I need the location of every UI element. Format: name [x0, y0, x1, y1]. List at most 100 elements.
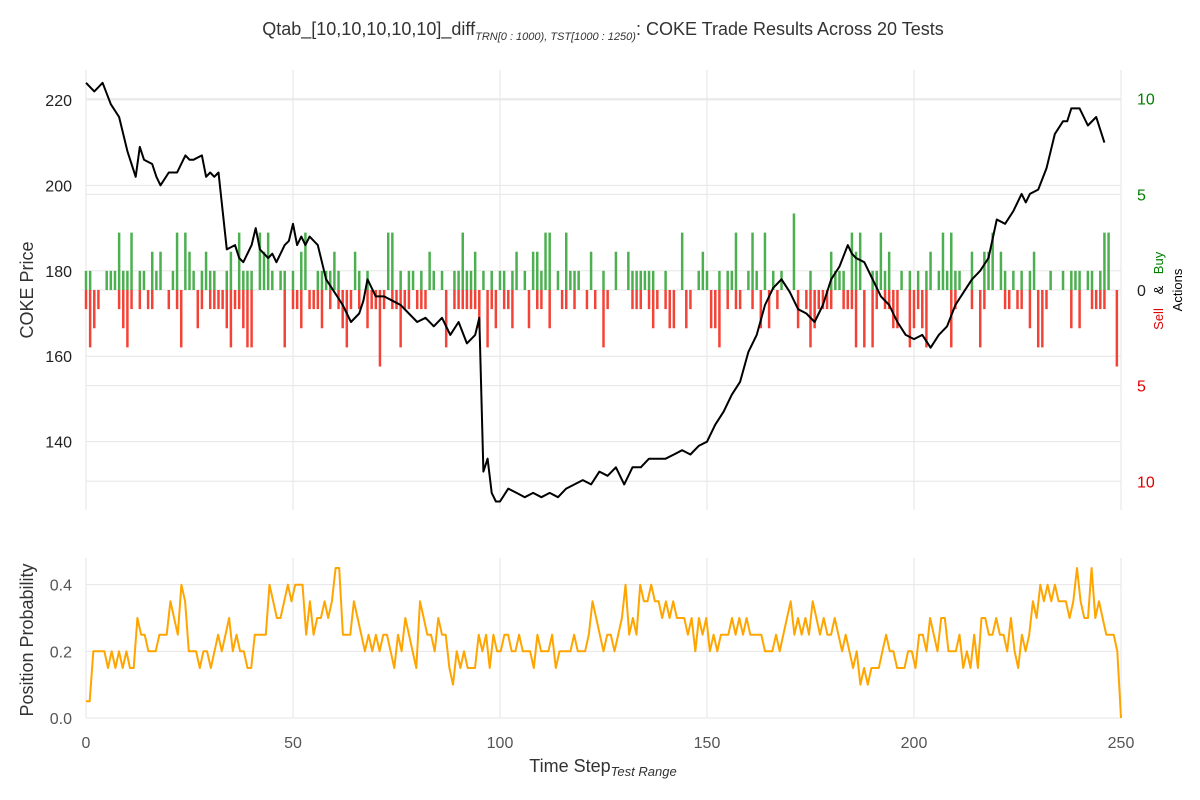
x-axis-label-main: Time Step	[529, 756, 610, 776]
buy-bar	[1099, 270, 1102, 290]
sell-bar	[246, 290, 249, 348]
sell-bar	[767, 290, 771, 329]
buy-bar	[300, 251, 303, 290]
buy-bar	[411, 270, 415, 290]
sell-bar	[242, 290, 245, 329]
buy-bar	[200, 270, 204, 290]
sell-bar	[1070, 290, 1073, 329]
buy-bar	[337, 270, 340, 290]
sell-bar	[407, 290, 411, 310]
buy-bar	[755, 270, 758, 290]
probability-grid	[85, 558, 1122, 719]
sell-bar	[444, 290, 448, 348]
actions-y-label: Actions	[1170, 268, 1185, 311]
buy-bar	[627, 251, 630, 290]
buy-bar	[391, 232, 394, 290]
buy-bar	[88, 270, 92, 290]
sell-bar	[718, 290, 721, 348]
sell-bar	[593, 290, 597, 310]
buy-bar	[523, 270, 527, 290]
buy-bar	[954, 270, 957, 290]
buy-bar	[1090, 270, 1094, 290]
sell-bar	[978, 290, 982, 348]
buy-bar	[941, 232, 945, 290]
sell-bar	[564, 290, 568, 310]
probability-y-ticks: 0.0 0.2 0.4	[50, 578, 72, 728]
sell-bar	[1115, 290, 1119, 367]
sell-bar	[138, 290, 142, 310]
sell-bar	[1103, 290, 1106, 310]
sell-bar	[689, 290, 692, 310]
sell-bar	[709, 290, 713, 329]
x-tick-label: 150	[694, 735, 721, 752]
buy-bar	[225, 270, 229, 290]
sell-bar	[527, 290, 531, 329]
buy-bar	[705, 270, 709, 290]
sell-bar	[473, 290, 477, 310]
buy-bar	[105, 270, 108, 290]
title-sub-sep: ,	[544, 31, 550, 43]
sell-bar	[196, 290, 200, 329]
sell-bar	[465, 290, 469, 310]
sell-bar	[415, 290, 419, 310]
buy-bar	[262, 251, 266, 290]
buy-bar	[991, 232, 994, 290]
sell-bar	[714, 290, 717, 329]
buy-bar	[602, 270, 605, 290]
x-axis-label: Time StepTest Range	[529, 756, 676, 779]
sell-bar	[821, 290, 825, 310]
buy-bar	[465, 270, 469, 290]
buy-bar	[850, 232, 854, 290]
buy-bar	[142, 270, 146, 290]
buy-bar	[258, 232, 262, 290]
sell-bar	[734, 290, 738, 310]
x-tick-label: 100	[487, 735, 514, 752]
sell-bar	[225, 290, 229, 329]
sell-bar	[233, 290, 237, 310]
buy-bar	[1032, 251, 1036, 290]
buy-bar	[283, 270, 286, 290]
buy-bar	[639, 270, 643, 290]
buy-bar	[925, 270, 928, 290]
price-y-tick-label: 180	[45, 264, 72, 281]
sell-bar	[887, 290, 891, 310]
sell-bar	[478, 290, 481, 329]
buy-bar	[564, 232, 568, 290]
buy-bar	[192, 270, 195, 290]
buy-bar	[983, 251, 986, 290]
probability-y-label: Position Probability	[17, 563, 37, 716]
buy-bar	[929, 251, 932, 290]
sell-bar	[382, 290, 386, 310]
sell-bar	[850, 290, 854, 310]
buy-bar	[569, 270, 572, 290]
buy-bar	[1103, 232, 1106, 290]
buy-bar	[540, 270, 543, 290]
sell-bar	[751, 290, 754, 310]
sell-bar	[540, 290, 543, 310]
sell-bar	[349, 290, 353, 310]
buy-bar	[577, 270, 580, 290]
sell-bar	[1099, 290, 1102, 310]
buy-y-tick-label: 0	[1137, 283, 1146, 300]
price-y-tick-label: 220	[45, 93, 72, 110]
sell-bar	[399, 290, 402, 348]
sell-bar	[656, 290, 659, 310]
sell-bar	[1045, 290, 1048, 310]
buy-bar	[1070, 270, 1073, 290]
sell-bar	[221, 290, 224, 310]
buy-bar	[792, 213, 796, 290]
buy-y-tick-label: 5	[1137, 187, 1146, 204]
price-y-ticks: 140 160 180 200 220	[45, 93, 72, 452]
buy-bar	[138, 270, 142, 290]
sell-bar	[93, 290, 96, 329]
buy-bar	[428, 251, 431, 290]
buy-bar	[130, 232, 133, 290]
sell-bar	[229, 290, 233, 348]
sell-bar	[511, 290, 514, 329]
buy-bar	[536, 251, 539, 290]
sell-bar	[854, 290, 858, 348]
buy-bar	[829, 251, 833, 290]
buy-bar	[900, 270, 903, 290]
buy-bar	[834, 270, 837, 290]
sell-bar	[374, 290, 378, 310]
